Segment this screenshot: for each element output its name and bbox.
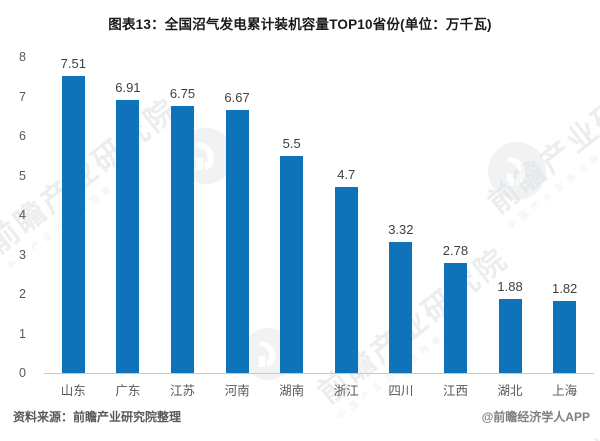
x-category-label: 广东 [115, 384, 141, 398]
bar-column: 1.88 [483, 57, 538, 373]
bar-column: 5.5 [264, 57, 319, 373]
y-tick-label: 6 [19, 129, 26, 143]
bar [389, 241, 413, 373]
bar [443, 263, 467, 373]
x-category-label: 湖北 [497, 384, 523, 398]
y-tick-label: 2 [19, 287, 26, 301]
bar-column: 6.75 [155, 57, 210, 373]
bar [116, 100, 140, 373]
x-category-label: 山东 [60, 384, 86, 398]
bar-value-label: 3.32 [388, 221, 414, 237]
y-tick-label: 3 [19, 247, 26, 262]
bar-value-label: 6.75 [169, 86, 196, 102]
y-axis: 0 1 2 3 4 5 6 7 8 [0, 50, 34, 380]
bar-value-label: 4.7 [337, 167, 356, 183]
x-category-label: 湖南 [279, 384, 305, 398]
bar-column: 7.51 [46, 57, 101, 373]
y-tick-label: 4 [19, 208, 26, 222]
y-tick-label: 0 [19, 366, 26, 380]
bar-column: 2.78 [428, 57, 483, 373]
x-category-label: 浙江 [333, 384, 359, 398]
x-axis-labels: 山东 广东 江苏 河南 湖南 浙江 四川 江西 湖北 上海 [46, 380, 592, 398]
bar-value-label: 6.91 [115, 80, 141, 96]
y-tick-label: 7 [19, 89, 26, 104]
bar [225, 109, 249, 373]
bars-row: 7.51 6.91 6.75 6.67 5.5 4.7 3.32 2.78 1.88 1.82 [46, 57, 592, 373]
bar [498, 298, 522, 373]
bar-column: 6.67 [210, 57, 265, 373]
bar-value-label: 2.78 [442, 243, 469, 259]
y-tick-label: 5 [19, 168, 26, 183]
bar-column: 3.32 [374, 57, 429, 373]
bar-value-label: 7.51 [60, 56, 86, 72]
x-category-label: 江苏 [169, 384, 195, 398]
x-axis-line [44, 373, 594, 374]
credit-note: @前瞻经济学人APP [481, 410, 590, 424]
bar-value-label: 1.82 [551, 281, 578, 297]
plot-area: 7.51 6.91 6.75 6.67 5.5 4.7 3.32 2.78 1.88 1.82 [46, 57, 592, 373]
bar-column: 6.91 [101, 57, 156, 373]
x-category-label: 河南 [224, 384, 250, 398]
y-tick-label: 1 [19, 326, 26, 341]
bar [280, 155, 304, 373]
y-tick-label: 8 [19, 50, 26, 64]
page-title: 图表13：全国沼气发电累计装机容量TOP10省份(单位：万千瓦) [108, 17, 492, 32]
bar-column: 4.7 [319, 57, 374, 373]
x-category-label: 上海 [552, 384, 578, 398]
bar-value-label: 1.88 [497, 278, 523, 294]
x-category-label: 四川 [388, 384, 414, 398]
x-category-label: 江西 [442, 384, 468, 398]
bar-column: 1.82 [537, 57, 592, 373]
bar [553, 301, 577, 373]
bar [170, 106, 194, 373]
bar [61, 76, 85, 373]
bar-value-label: 6.67 [224, 89, 250, 105]
bar [334, 187, 358, 373]
source-note: 资料来源：前瞻产业研究院整理 [13, 410, 182, 424]
bar-value-label: 5.5 [282, 135, 301, 151]
